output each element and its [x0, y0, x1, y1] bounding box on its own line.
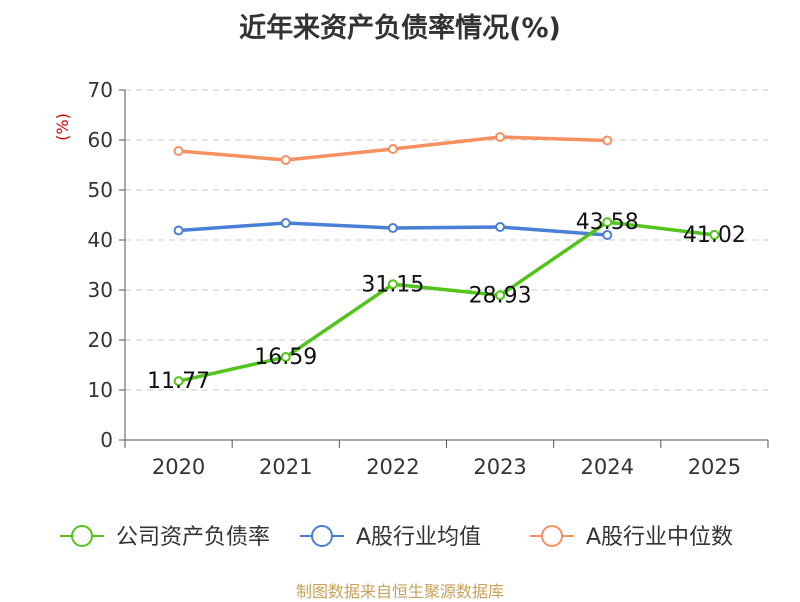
- data-point: [495, 290, 506, 301]
- data-label: 16.59: [254, 345, 317, 370]
- data-point: [280, 218, 291, 228]
- y-tick-label: 60: [88, 128, 113, 152]
- legend-label: 公司资产负债率: [116, 525, 270, 550]
- data-label: 28.93: [469, 283, 532, 308]
- x-tick-label: 2021: [259, 455, 312, 479]
- x-tick-label: 2020: [152, 455, 205, 479]
- series-line: [178, 220, 715, 383]
- data-point: [602, 217, 613, 228]
- data-point: [173, 376, 184, 387]
- data-point: [280, 155, 291, 165]
- data-point: [173, 225, 184, 236]
- data-point: [387, 279, 398, 290]
- data-point: [495, 222, 506, 232]
- legend-marker: [541, 525, 563, 547]
- data-label: 11.77: [147, 369, 210, 394]
- legend-label: A股行业均值: [356, 525, 481, 550]
- x-tick-label: 2023: [473, 455, 526, 479]
- legend-label: A股行业中位数: [586, 525, 733, 550]
- x-tick-label: 2022: [366, 455, 419, 479]
- data-label: 43.58: [576, 210, 639, 235]
- chart-title: 近年来资产负债率情况(%): [239, 13, 561, 44]
- data-point: [280, 352, 291, 363]
- legend-marker: [71, 525, 93, 547]
- y-tick-label: 40: [88, 228, 113, 252]
- y-tick-label: 0: [100, 428, 113, 452]
- y-tick-label: 30: [88, 278, 113, 302]
- legend-marker: [311, 525, 333, 547]
- data-label: 41.02: [683, 223, 746, 248]
- data-point: [602, 230, 613, 240]
- y-tick-label: 10: [88, 378, 113, 402]
- x-tick-label: 2025: [688, 455, 741, 479]
- y-tick-label: 70: [88, 78, 113, 102]
- y-axis-label: (%): [53, 113, 72, 141]
- data-point: [709, 229, 720, 240]
- data-point: [602, 135, 613, 146]
- x-tick-label: 2024: [581, 455, 634, 479]
- data-point: [495, 132, 506, 142]
- y-tick-label: 20: [88, 328, 113, 352]
- data-point: [173, 146, 184, 156]
- source-note: 制图数据来自恒生聚源数据库: [295, 582, 504, 601]
- y-tick-label: 50: [88, 178, 113, 202]
- data-point: [387, 144, 398, 154]
- data-label: 31.15: [361, 272, 424, 297]
- data-point: [387, 223, 398, 233]
